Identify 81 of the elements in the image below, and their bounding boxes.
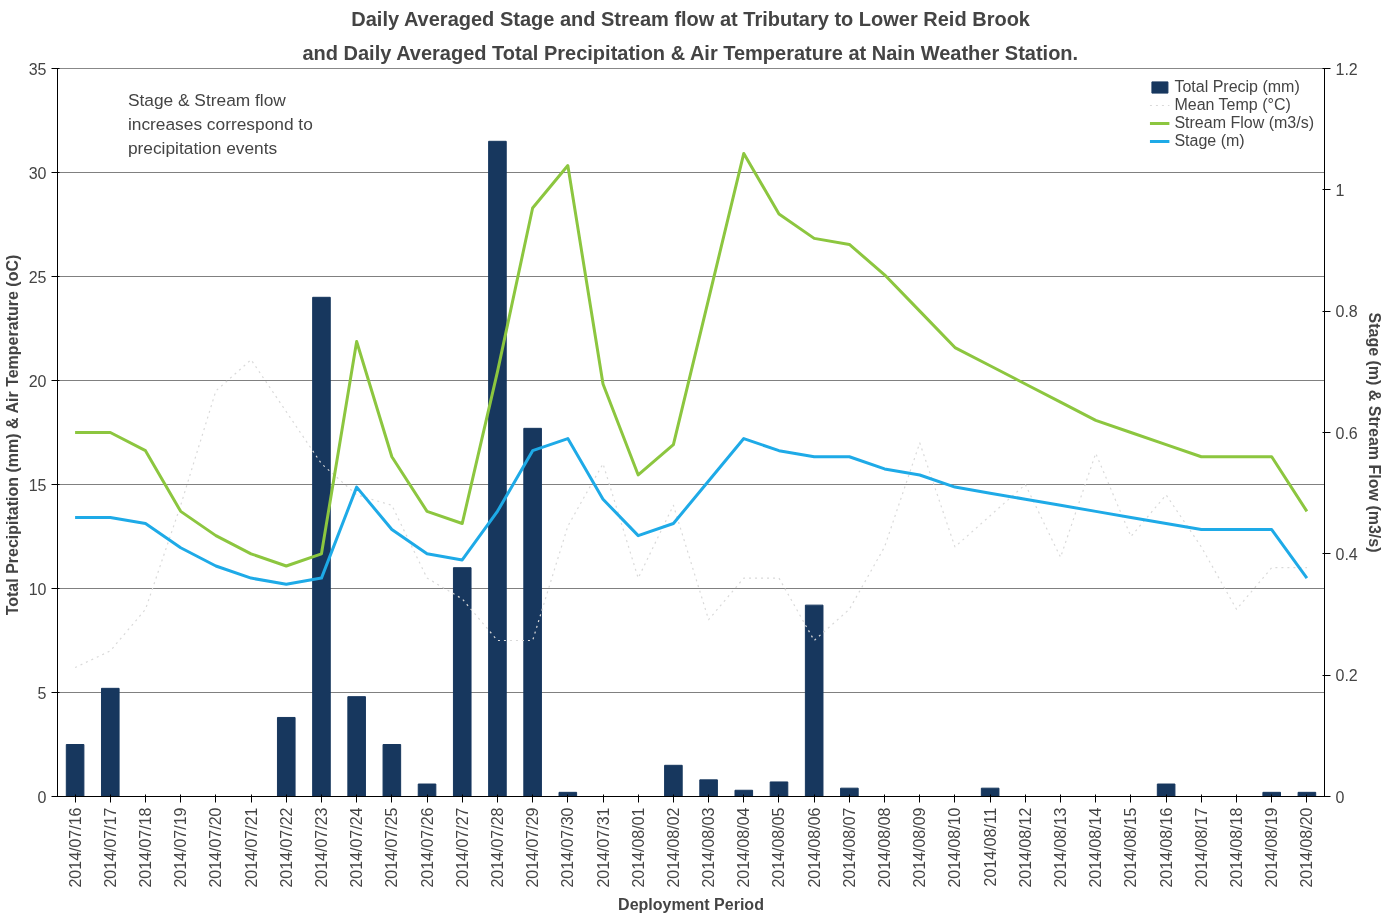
x-tick-label: 2014/08/14 [1087, 807, 1105, 888]
bar [347, 696, 366, 797]
x-tick-label: 2014/08/11 [981, 807, 999, 887]
y2-tick-label: 0.6 [1335, 424, 1358, 442]
y2-axis-title: Stage (m) & Stream Flow (m3/s) [1365, 312, 1383, 553]
legend-label: Stream Flow (m3/s) [1174, 114, 1314, 132]
bar [699, 779, 718, 797]
y2-tick-label: 0.4 [1335, 545, 1358, 563]
x-tick-label: 2014/07/28 [488, 807, 506, 888]
x-tick-label: 2014/08/06 [805, 807, 823, 888]
x-tick-label: 2014/08/16 [1157, 807, 1175, 888]
y-tick-label: 5 [37, 684, 47, 702]
x-tick-label: 2014/08/04 [735, 807, 753, 888]
x-tick-label: 2014/07/16 [66, 807, 84, 888]
bar [382, 744, 402, 797]
x-tick-label: 2014/08/17 [1192, 807, 1210, 888]
x-tick-label: 2014/08/03 [700, 807, 718, 888]
x-tick-label: 2014/08/19 [1263, 807, 1281, 888]
y-tick-label: 20 [28, 372, 47, 390]
y-tick-label: 30 [28, 164, 47, 182]
x-tick-label: 2014/07/26 [418, 807, 436, 888]
x-tick-label: 2014/07/19 [172, 807, 190, 888]
x-tick-label: 2014/08/08 [876, 807, 894, 888]
bar [804, 604, 824, 797]
bar [312, 296, 331, 797]
y-tick-label: 10 [28, 580, 47, 598]
bar [276, 716, 296, 797]
y-axis-title: Total Precipitation (mm) & Air Temperature (oC) [3, 254, 21, 616]
x-tick-label: 2014/08/13 [1052, 807, 1070, 888]
x-tick-label: 2014/07/31 [594, 807, 612, 888]
x-tick-label: 2014/07/22 [277, 807, 295, 888]
bar [769, 781, 789, 797]
line-series [73, 437, 1309, 586]
x-tick-label: 2014/07/20 [207, 807, 225, 888]
bar [417, 783, 437, 797]
x-tick-label: 2014/08/10 [946, 807, 964, 888]
legend-label: Total Precip (mm) [1174, 78, 1300, 96]
chart-subtitle: and Daily Averaged Total Precipitation & Air Temperature at Nain Weather Station. [302, 41, 1079, 64]
x-tick-label: 2014/07/24 [348, 807, 366, 888]
bar [980, 787, 1000, 797]
legend-label: Stage (m) [1174, 132, 1245, 150]
bar [1156, 783, 1176, 797]
bar [840, 787, 859, 797]
annotation: Stage & Stream flow increases correspond to precipitation events [127, 90, 313, 159]
bar [65, 744, 85, 797]
x-tick-label: 2014/08/09 [911, 807, 929, 888]
x-tick-label: 2014/07/25 [383, 807, 401, 888]
x-tick-label: 2014/07/21 [242, 807, 260, 888]
x-tick-label: 2014/08/07 [840, 807, 858, 888]
bar [734, 789, 754, 797]
x-axis-title: Deployment Period [618, 895, 764, 913]
y-tick-label: 35 [28, 60, 47, 78]
bar [452, 567, 472, 797]
line-series [74, 359, 1308, 669]
bar [523, 427, 542, 797]
x-tick-label: 2014/08/18 [1228, 807, 1246, 888]
x-tick-label: 2014/08/15 [1122, 807, 1140, 888]
y2-tick-label: 0 [1335, 788, 1345, 806]
bar [100, 687, 120, 797]
x-tick-label: 2014/07/23 [312, 807, 330, 888]
x-tick-label: 2014/08/12 [1016, 807, 1034, 888]
y2-tick-label: 1.2 [1335, 60, 1358, 78]
y-tick-label: 25 [28, 268, 47, 286]
y2-tick-label: 0.2 [1335, 667, 1358, 685]
x-tick-label: 2014/08/01 [629, 807, 647, 888]
legend-label: Mean Temp (°C) [1174, 96, 1291, 114]
bar [488, 140, 507, 797]
y-tick-label: 15 [28, 476, 47, 494]
x-tick-label: 2014/07/27 [453, 807, 471, 888]
x-tick-label: 2014/08/05 [770, 807, 788, 888]
x-tick-label: 2014/07/29 [524, 807, 542, 888]
chart-title: Daily Averaged Stage and Stream flow at Tributary to Lower Reid Brook [351, 7, 1031, 30]
x-tick-label: 2014/07/30 [559, 807, 577, 888]
y2-tick-label: 1 [1335, 181, 1345, 199]
y2-tick-label: 0.8 [1335, 303, 1358, 321]
x-tick-label: 2014/08/02 [664, 807, 682, 888]
x-tick-label: 2014/07/18 [136, 807, 154, 888]
bar [664, 764, 683, 797]
y-tick-label: 0 [37, 788, 47, 806]
x-tick-label: 2014/08/20 [1298, 807, 1316, 888]
x-tick-label: 2014/07/17 [101, 807, 119, 888]
